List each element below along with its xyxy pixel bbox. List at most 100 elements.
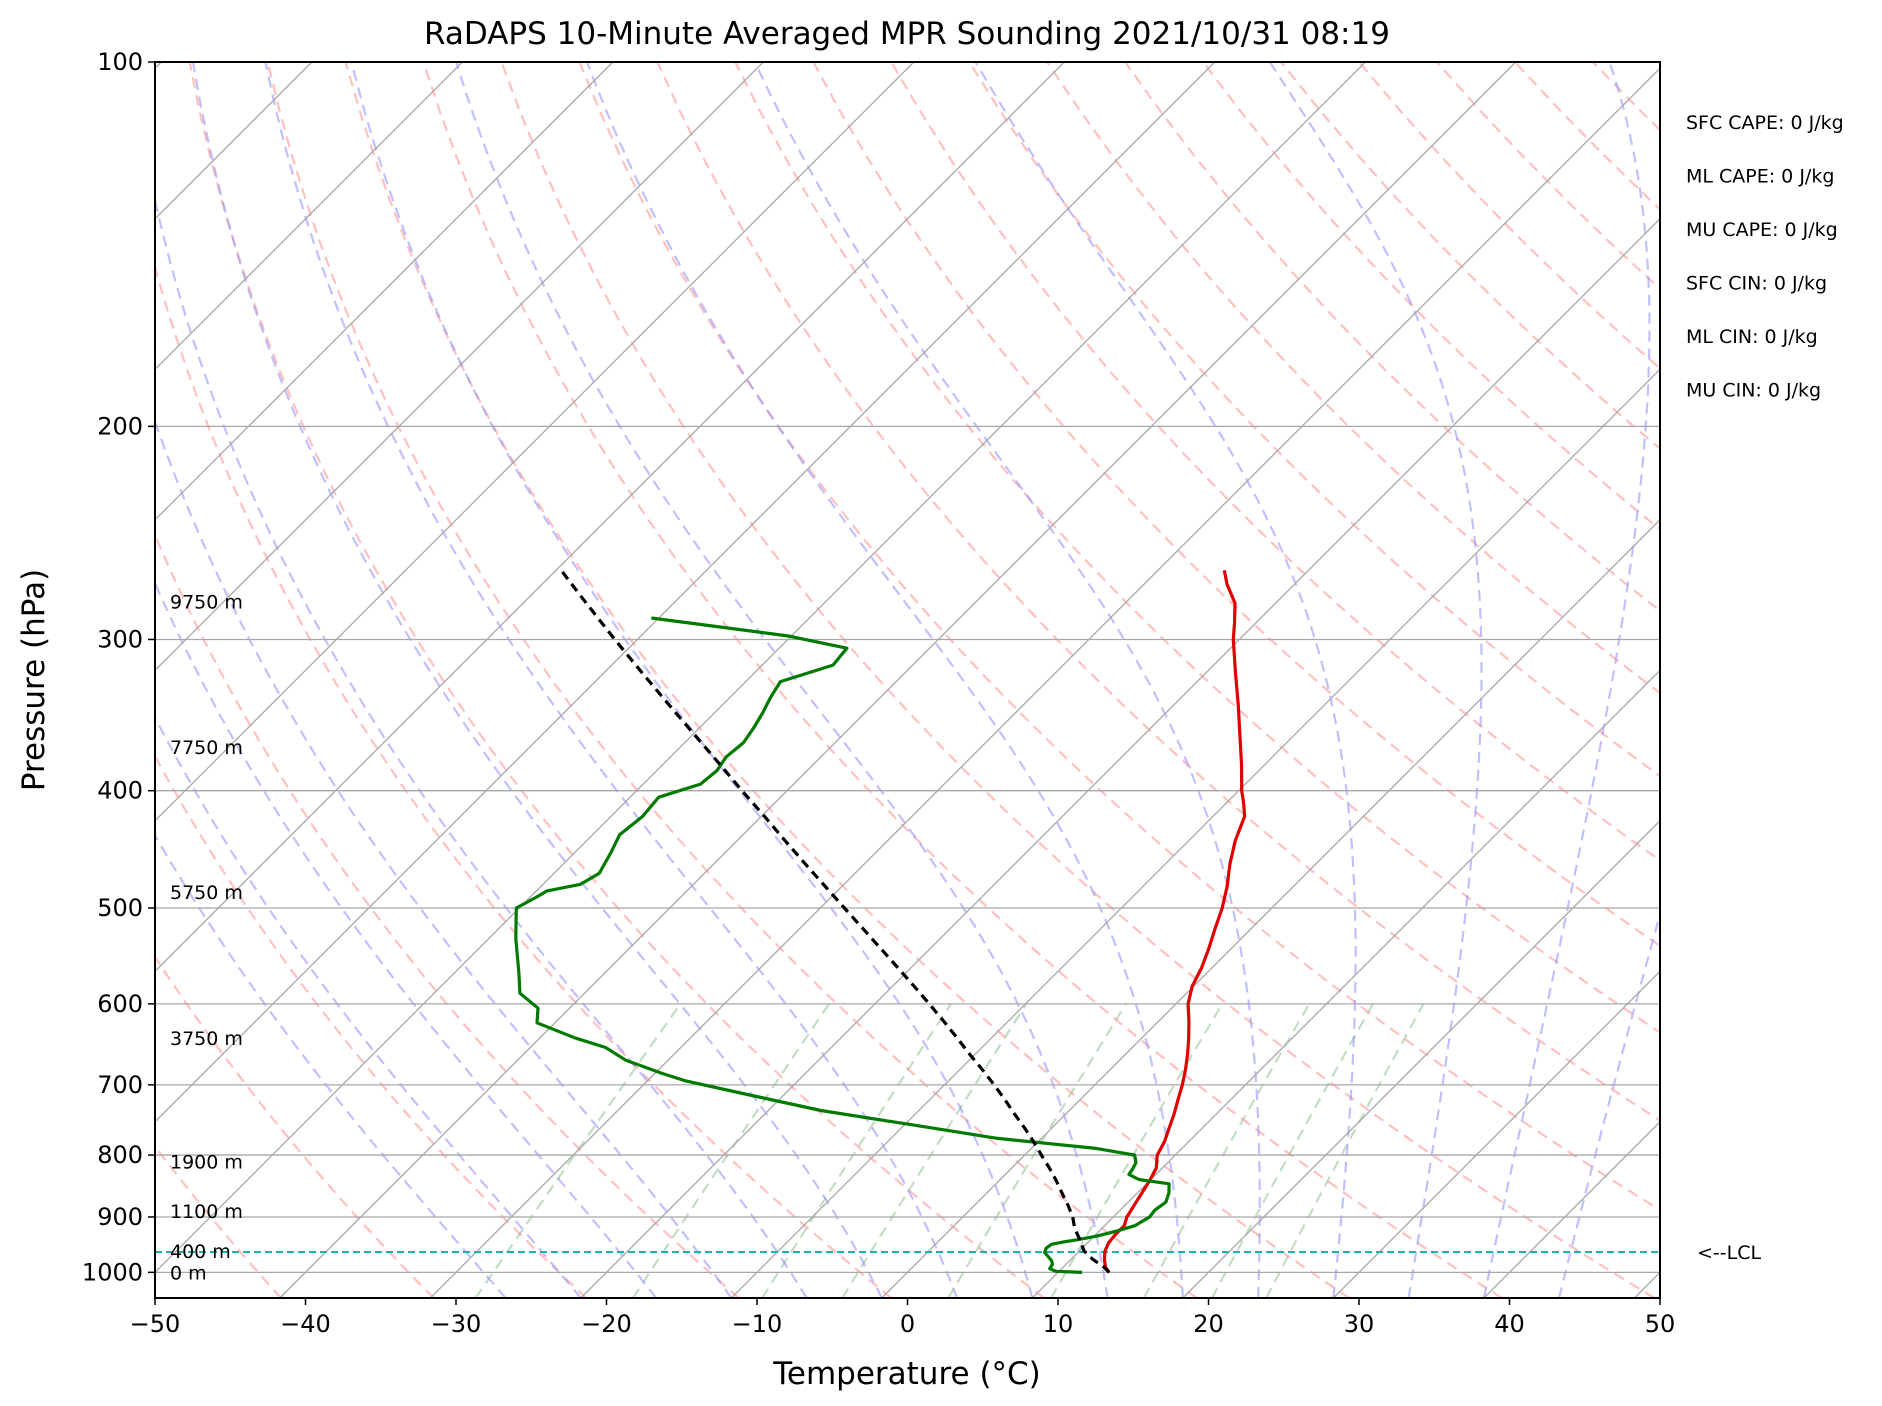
plot-frame: [154, 61, 1661, 1299]
y-tick-label: 1000: [82, 1258, 143, 1286]
moist-adiabats: [155, 62, 1660, 1298]
x-tick-label: 20: [1193, 1310, 1224, 1338]
moist-adiabat: [753, 62, 1261, 1298]
x-tick-label: 0: [900, 1310, 915, 1338]
stability-index-label: SFC CAPE: 0 J/kg: [1686, 112, 1844, 134]
height-label: 9750 m: [170, 591, 243, 613]
dry-adiabat: [266, 62, 1198, 1298]
height-label: 5750 m: [170, 882, 243, 904]
dewpoint-line: [514, 616, 1171, 1274]
mixing-ratio-line: [631, 1003, 831, 1298]
x-tick-label: −30: [431, 1310, 482, 1338]
height-label: 3750 m: [170, 1028, 243, 1050]
isotherms: [0, 62, 1660, 1298]
height-label: 7750 m: [170, 737, 243, 759]
dry-adiabat: [1202, 62, 1660, 531]
dry-adiabat: [1280, 62, 1660, 451]
isotherm-line: [1182, 819, 1660, 1298]
dry-adiabat: [1514, 62, 1660, 211]
y-tick-label: 400: [97, 777, 143, 805]
x-axis-title: Temperature (°C): [772, 1356, 1041, 1392]
y-tick-label: 200: [97, 412, 143, 440]
isotherm-line: [0, 62, 11, 1298]
height-label: 400 m: [170, 1241, 231, 1263]
x-tick-label: 50: [1645, 1310, 1676, 1338]
y-tick-label: 700: [97, 1071, 143, 1099]
height-label: 1900 m: [170, 1152, 243, 1174]
stability-indices: SFC CAPE: 0 J/kg ML CAPE: 0 J/kg MU CAPE: …: [1686, 112, 1844, 402]
dry-adiabat: [812, 62, 1660, 948]
isotherm-line: [155, 62, 1216, 1123]
dry-adiabat: [344, 62, 1350, 1298]
moist-adiabat: [155, 418, 733, 1298]
dry-adiabat: [155, 955, 435, 1298]
plot-area: [0, 62, 1660, 1298]
isotherm-line: [1633, 1271, 1660, 1298]
x-tick-label: −20: [581, 1310, 632, 1338]
moist-adiabat: [350, 62, 1034, 1298]
stability-index-label: MU CAPE: 0 J/kg: [1686, 219, 1838, 241]
x-tick-label: 40: [1494, 1310, 1525, 1338]
x-tick-label: 30: [1344, 1310, 1375, 1338]
dry-adiabat: [656, 62, 1660, 1122]
lcl-label: <--LCL: [1697, 1242, 1761, 1264]
moist-adiabat: [155, 715, 582, 1298]
sounding-series: [514, 567, 1247, 1274]
moist-adiabat: [155, 580, 657, 1298]
moist-adiabat: [1558, 910, 1660, 1298]
mixing-ratio-line: [841, 1003, 1028, 1298]
mixing-ratio-line: [474, 1003, 682, 1298]
dry-adiabats: [155, 62, 1660, 1298]
moist-adiabat: [264, 62, 959, 1298]
stability-index-label: MU CIN: 0 J/kg: [1686, 380, 1821, 402]
moist-adiabat: [585, 62, 1184, 1298]
moist-adiabat: [1268, 62, 1483, 1298]
y-tick-label: 800: [97, 1141, 143, 1169]
mixing-ratio-line: [1211, 1003, 1374, 1298]
x-axis-ticks: −50 −40 −30 −20 −10 0 10 20 30 40 50: [130, 1298, 1676, 1338]
isotherm-line: [580, 217, 1660, 1298]
dry-adiabat: [734, 62, 1660, 1034]
isotherm-line: [730, 368, 1660, 1298]
chart-title: RaDAPS 10-Minute Averaged MPR Sounding 2…: [424, 16, 1390, 52]
y-tick-label: 500: [97, 894, 143, 922]
isotherm-line: [155, 62, 1065, 973]
y-tick-label: 900: [97, 1203, 143, 1231]
mixing-ratio-line: [947, 1003, 1127, 1298]
y-tick-label: 100: [97, 48, 143, 76]
dry-adiabat: [1046, 62, 1660, 695]
moist-adiabat: [974, 62, 1357, 1298]
isotherm-line: [155, 62, 764, 672]
y-axis-title: Pressure (hPa): [16, 569, 52, 791]
isotherm-line: [1332, 970, 1660, 1298]
isotherm-line: [279, 62, 1517, 1298]
parcel-profile-line: [558, 567, 1111, 1274]
y-tick-label: 300: [97, 625, 143, 653]
x-tick-label: 10: [1043, 1310, 1074, 1338]
moist-adiabat: [191, 62, 883, 1298]
temperature-line: [1102, 569, 1247, 1274]
dry-adiabat: [155, 532, 740, 1298]
isotherm-line: [155, 62, 915, 822]
dry-adiabat: [968, 62, 1660, 778]
stability-index-label: ML CAPE: 0 J/kg: [1686, 166, 1834, 188]
mixing-ratio-line: [1142, 1003, 1311, 1298]
x-tick-label: −10: [732, 1310, 783, 1338]
dry-adiabat: [155, 263, 893, 1298]
moist-adiabat: [455, 62, 1109, 1298]
dry-adiabat: [1124, 62, 1660, 613]
mixing-ratio-lines: [474, 1003, 1425, 1298]
mixing-ratio-line: [1265, 1003, 1425, 1298]
height-label: 0 m: [170, 1262, 207, 1284]
y-tick-label: 600: [97, 990, 143, 1018]
dry-adiabat: [890, 62, 1660, 862]
mixing-ratio-line: [761, 1003, 952, 1298]
stability-index-label: SFC CIN: 0 J/kg: [1686, 273, 1827, 295]
dry-adiabat: [155, 754, 588, 1298]
x-tick-label: −40: [280, 1310, 331, 1338]
isotherm-line: [155, 62, 463, 371]
moist-adiabat: [155, 833, 507, 1298]
isobar-gridlines: [155, 62, 1660, 1274]
mixing-ratio-line: [1050, 1003, 1224, 1298]
